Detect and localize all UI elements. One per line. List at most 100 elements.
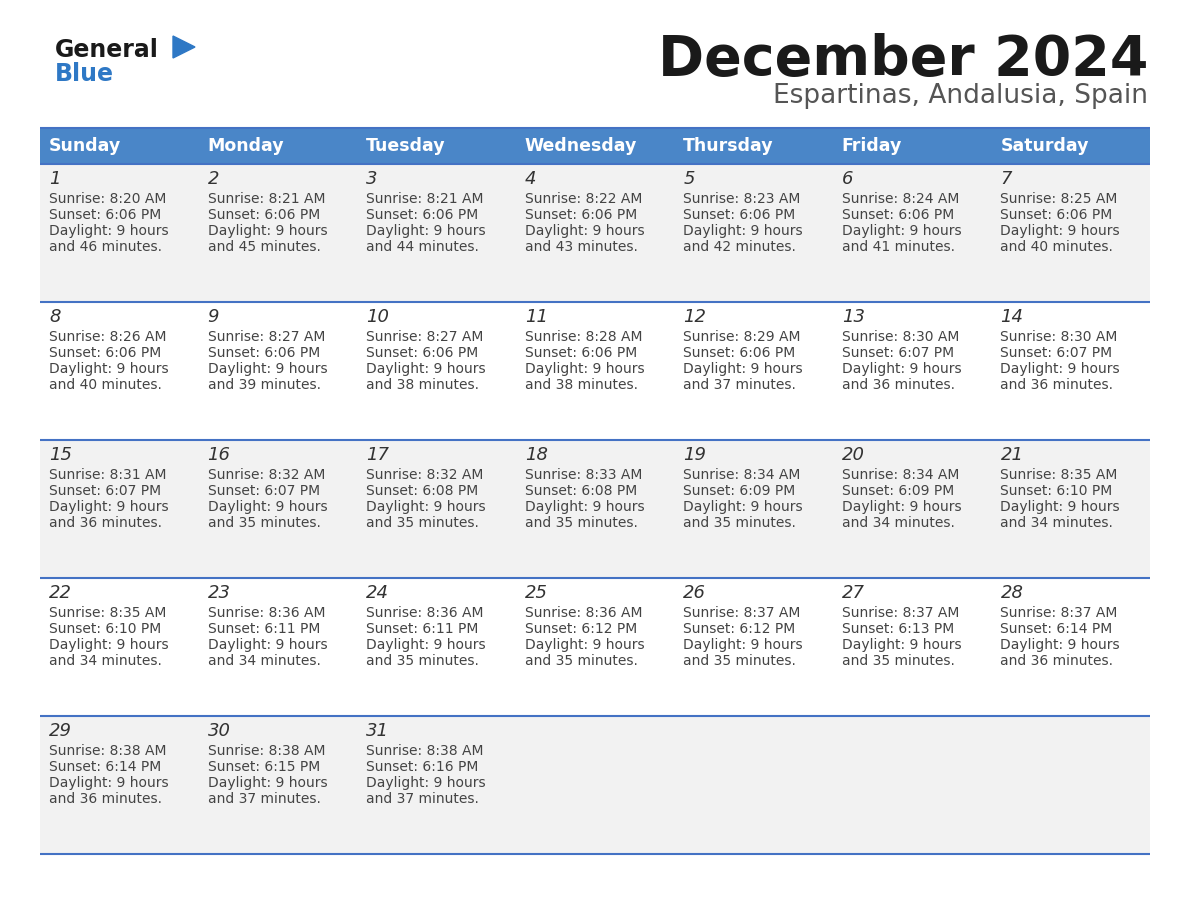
- Text: and 35 minutes.: and 35 minutes.: [683, 654, 796, 668]
- Text: and 34 minutes.: and 34 minutes.: [49, 654, 162, 668]
- Text: 1: 1: [49, 170, 61, 188]
- Text: Sunrise: 8:36 AM: Sunrise: 8:36 AM: [366, 606, 484, 620]
- Text: and 35 minutes.: and 35 minutes.: [208, 516, 321, 530]
- Text: Daylight: 9 hours: Daylight: 9 hours: [366, 500, 486, 514]
- Text: Sunset: 6:06 PM: Sunset: 6:06 PM: [366, 208, 479, 222]
- Text: 30: 30: [208, 722, 230, 740]
- Text: Sunset: 6:07 PM: Sunset: 6:07 PM: [49, 484, 162, 498]
- Text: Daylight: 9 hours: Daylight: 9 hours: [1000, 638, 1120, 652]
- Text: Daylight: 9 hours: Daylight: 9 hours: [683, 362, 803, 376]
- Text: Sunrise: 8:27 AM: Sunrise: 8:27 AM: [208, 330, 326, 344]
- Text: 14: 14: [1000, 308, 1023, 326]
- Text: and 39 minutes.: and 39 minutes.: [208, 378, 321, 392]
- Text: Daylight: 9 hours: Daylight: 9 hours: [366, 776, 486, 790]
- Text: 21: 21: [1000, 446, 1023, 464]
- Text: Sunset: 6:12 PM: Sunset: 6:12 PM: [525, 622, 637, 636]
- Text: 4: 4: [525, 170, 536, 188]
- Bar: [40, 716, 1150, 854]
- Text: Daylight: 9 hours: Daylight: 9 hours: [208, 362, 327, 376]
- Text: 25: 25: [525, 584, 548, 602]
- Text: Sunset: 6:14 PM: Sunset: 6:14 PM: [49, 760, 162, 774]
- Bar: [40, 302, 1150, 440]
- Text: Daylight: 9 hours: Daylight: 9 hours: [1000, 500, 1120, 514]
- Text: Saturday: Saturday: [1000, 137, 1089, 155]
- Text: Sunset: 6:11 PM: Sunset: 6:11 PM: [366, 622, 479, 636]
- Text: Sunset: 6:16 PM: Sunset: 6:16 PM: [366, 760, 479, 774]
- Text: Sunrise: 8:34 AM: Sunrise: 8:34 AM: [683, 468, 801, 482]
- Text: Daylight: 9 hours: Daylight: 9 hours: [49, 776, 169, 790]
- Text: Sunrise: 8:24 AM: Sunrise: 8:24 AM: [842, 192, 959, 206]
- Text: Sunrise: 8:35 AM: Sunrise: 8:35 AM: [1000, 468, 1118, 482]
- Text: 12: 12: [683, 308, 707, 326]
- Text: Sunset: 6:10 PM: Sunset: 6:10 PM: [1000, 484, 1113, 498]
- Text: Daylight: 9 hours: Daylight: 9 hours: [842, 638, 961, 652]
- Text: Sunset: 6:08 PM: Sunset: 6:08 PM: [366, 484, 479, 498]
- Text: 6: 6: [842, 170, 853, 188]
- Text: Daylight: 9 hours: Daylight: 9 hours: [525, 638, 644, 652]
- Text: and 37 minutes.: and 37 minutes.: [208, 792, 321, 806]
- Text: Sunrise: 8:32 AM: Sunrise: 8:32 AM: [366, 468, 484, 482]
- Text: Sunrise: 8:31 AM: Sunrise: 8:31 AM: [49, 468, 166, 482]
- Text: 13: 13: [842, 308, 865, 326]
- Text: and 35 minutes.: and 35 minutes.: [525, 516, 638, 530]
- Text: 15: 15: [49, 446, 72, 464]
- Text: Sunrise: 8:30 AM: Sunrise: 8:30 AM: [1000, 330, 1118, 344]
- Text: and 45 minutes.: and 45 minutes.: [208, 240, 321, 254]
- Text: and 38 minutes.: and 38 minutes.: [525, 378, 638, 392]
- Text: Sunset: 6:11 PM: Sunset: 6:11 PM: [208, 622, 320, 636]
- Text: Sunset: 6:06 PM: Sunset: 6:06 PM: [208, 346, 320, 360]
- Text: Daylight: 9 hours: Daylight: 9 hours: [208, 224, 327, 238]
- Text: Sunrise: 8:36 AM: Sunrise: 8:36 AM: [525, 606, 643, 620]
- Text: and 40 minutes.: and 40 minutes.: [1000, 240, 1113, 254]
- Text: 11: 11: [525, 308, 548, 326]
- Text: Sunrise: 8:33 AM: Sunrise: 8:33 AM: [525, 468, 642, 482]
- Bar: [40, 440, 1150, 578]
- Text: Daylight: 9 hours: Daylight: 9 hours: [208, 638, 327, 652]
- Text: 28: 28: [1000, 584, 1023, 602]
- Text: Wednesday: Wednesday: [525, 137, 637, 155]
- Text: Daylight: 9 hours: Daylight: 9 hours: [208, 776, 327, 790]
- Text: Monday: Monday: [208, 137, 284, 155]
- Text: 16: 16: [208, 446, 230, 464]
- Text: and 37 minutes.: and 37 minutes.: [683, 378, 796, 392]
- Text: Sunset: 6:06 PM: Sunset: 6:06 PM: [525, 346, 637, 360]
- Text: Daylight: 9 hours: Daylight: 9 hours: [842, 500, 961, 514]
- Text: Sunset: 6:06 PM: Sunset: 6:06 PM: [842, 208, 954, 222]
- Text: Sunrise: 8:37 AM: Sunrise: 8:37 AM: [842, 606, 959, 620]
- Text: 7: 7: [1000, 170, 1012, 188]
- Text: Sunset: 6:09 PM: Sunset: 6:09 PM: [842, 484, 954, 498]
- Text: Sunset: 6:06 PM: Sunset: 6:06 PM: [49, 346, 162, 360]
- Bar: [675, 128, 833, 164]
- Text: 2: 2: [208, 170, 219, 188]
- Text: Tuesday: Tuesday: [366, 137, 446, 155]
- Text: Sunset: 6:06 PM: Sunset: 6:06 PM: [683, 208, 796, 222]
- Text: Sunrise: 8:21 AM: Sunrise: 8:21 AM: [366, 192, 484, 206]
- Text: Daylight: 9 hours: Daylight: 9 hours: [49, 638, 169, 652]
- Text: 17: 17: [366, 446, 390, 464]
- Text: 18: 18: [525, 446, 548, 464]
- Bar: [992, 128, 1150, 164]
- Text: Sunrise: 8:28 AM: Sunrise: 8:28 AM: [525, 330, 643, 344]
- Text: Sunrise: 8:26 AM: Sunrise: 8:26 AM: [49, 330, 166, 344]
- Bar: [40, 164, 1150, 302]
- Text: Espartinas, Andalusia, Spain: Espartinas, Andalusia, Spain: [773, 83, 1148, 109]
- Text: and 38 minutes.: and 38 minutes.: [366, 378, 479, 392]
- Text: Sunset: 6:07 PM: Sunset: 6:07 PM: [1000, 346, 1112, 360]
- Text: and 37 minutes.: and 37 minutes.: [366, 792, 479, 806]
- Text: Daylight: 9 hours: Daylight: 9 hours: [208, 500, 327, 514]
- Text: Sunrise: 8:21 AM: Sunrise: 8:21 AM: [208, 192, 326, 206]
- Text: 8: 8: [49, 308, 61, 326]
- Text: Daylight: 9 hours: Daylight: 9 hours: [1000, 362, 1120, 376]
- Text: Sunset: 6:10 PM: Sunset: 6:10 PM: [49, 622, 162, 636]
- Text: Sunset: 6:12 PM: Sunset: 6:12 PM: [683, 622, 796, 636]
- Text: and 34 minutes.: and 34 minutes.: [208, 654, 321, 668]
- Text: Daylight: 9 hours: Daylight: 9 hours: [842, 224, 961, 238]
- Text: Daylight: 9 hours: Daylight: 9 hours: [683, 500, 803, 514]
- Text: Sunrise: 8:27 AM: Sunrise: 8:27 AM: [366, 330, 484, 344]
- Text: Sunset: 6:07 PM: Sunset: 6:07 PM: [842, 346, 954, 360]
- Text: 26: 26: [683, 584, 707, 602]
- Text: Sunrise: 8:37 AM: Sunrise: 8:37 AM: [1000, 606, 1118, 620]
- Bar: [40, 578, 1150, 716]
- Text: 27: 27: [842, 584, 865, 602]
- Text: Thursday: Thursday: [683, 137, 773, 155]
